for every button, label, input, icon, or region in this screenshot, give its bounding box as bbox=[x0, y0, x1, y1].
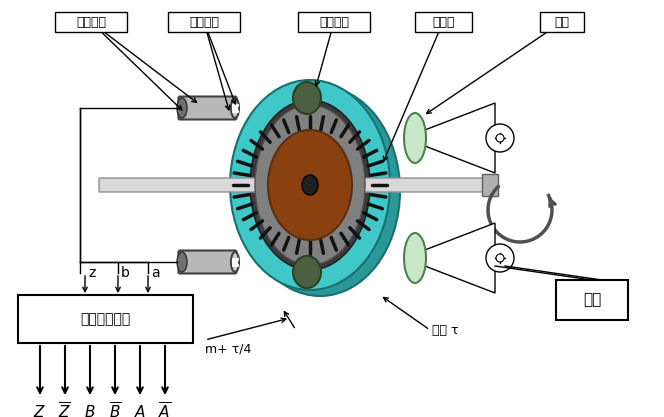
Ellipse shape bbox=[177, 98, 187, 118]
Text: 节距 τ: 节距 τ bbox=[432, 324, 459, 337]
FancyBboxPatch shape bbox=[18, 295, 193, 343]
FancyBboxPatch shape bbox=[168, 12, 240, 32]
Ellipse shape bbox=[496, 134, 504, 142]
FancyBboxPatch shape bbox=[540, 12, 584, 32]
FancyBboxPatch shape bbox=[179, 96, 236, 120]
FancyBboxPatch shape bbox=[482, 174, 498, 196]
FancyBboxPatch shape bbox=[179, 251, 236, 274]
Ellipse shape bbox=[486, 124, 514, 152]
FancyBboxPatch shape bbox=[55, 12, 127, 32]
Text: $B$: $B$ bbox=[84, 404, 96, 417]
Ellipse shape bbox=[293, 82, 321, 114]
Text: 信号处理装置: 信号处理装置 bbox=[80, 312, 131, 326]
FancyBboxPatch shape bbox=[556, 280, 628, 320]
Text: b: b bbox=[121, 266, 130, 280]
Polygon shape bbox=[404, 223, 495, 293]
Ellipse shape bbox=[404, 233, 426, 283]
Ellipse shape bbox=[177, 252, 187, 272]
Text: $\overline{Z}$: $\overline{Z}$ bbox=[58, 402, 72, 417]
Text: a: a bbox=[151, 266, 159, 280]
Text: 透光狭缝: 透光狭缝 bbox=[189, 15, 219, 28]
Text: m+ τ/4: m+ τ/4 bbox=[205, 342, 252, 355]
Text: $Z$: $Z$ bbox=[33, 404, 46, 417]
Ellipse shape bbox=[268, 130, 352, 240]
Ellipse shape bbox=[230, 80, 390, 290]
FancyBboxPatch shape bbox=[298, 12, 370, 32]
Text: z: z bbox=[88, 266, 96, 280]
Text: 码盘基片: 码盘基片 bbox=[319, 15, 349, 28]
Text: 光敏元件: 光敏元件 bbox=[76, 15, 106, 28]
Text: 光栅板: 光栅板 bbox=[432, 15, 455, 28]
Ellipse shape bbox=[486, 244, 514, 272]
Text: $\overline{A}$: $\overline{A}$ bbox=[159, 402, 171, 417]
Ellipse shape bbox=[496, 254, 504, 262]
Text: 光源: 光源 bbox=[583, 292, 601, 307]
Ellipse shape bbox=[240, 86, 400, 296]
Text: 透镜: 透镜 bbox=[554, 15, 570, 28]
FancyBboxPatch shape bbox=[314, 178, 491, 192]
Ellipse shape bbox=[231, 98, 239, 118]
FancyBboxPatch shape bbox=[415, 12, 472, 32]
Ellipse shape bbox=[255, 105, 365, 265]
Polygon shape bbox=[404, 103, 495, 173]
Text: $\overline{B}$: $\overline{B}$ bbox=[109, 402, 122, 417]
FancyBboxPatch shape bbox=[99, 178, 306, 192]
Ellipse shape bbox=[231, 252, 239, 272]
Ellipse shape bbox=[293, 256, 321, 288]
Text: $A$: $A$ bbox=[134, 404, 146, 417]
Ellipse shape bbox=[302, 175, 318, 195]
Ellipse shape bbox=[404, 113, 426, 163]
Ellipse shape bbox=[250, 100, 370, 270]
